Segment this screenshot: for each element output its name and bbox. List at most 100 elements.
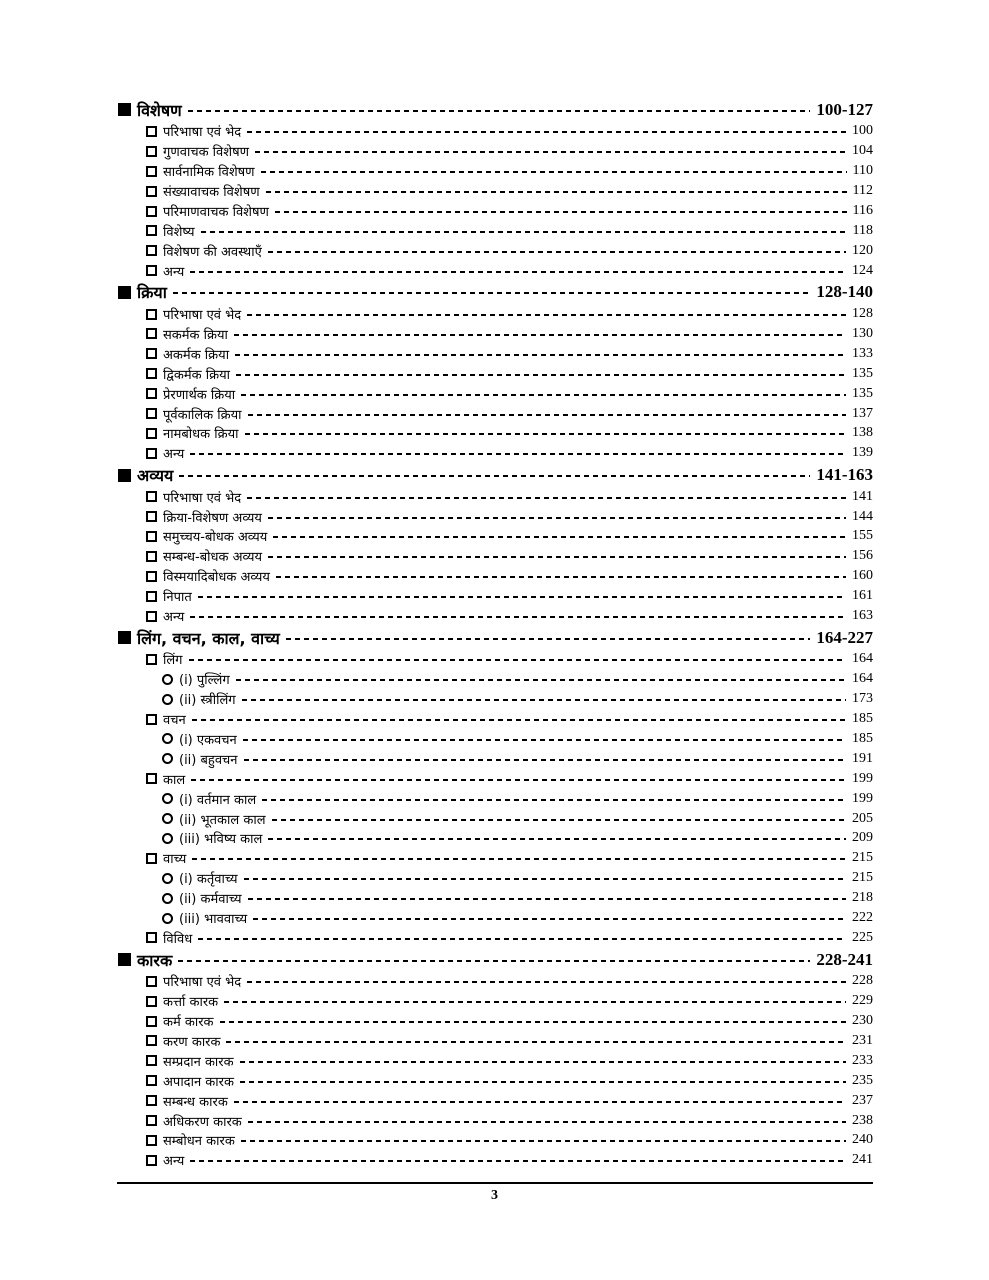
toc-entry: अधिकरण कारक 238 [118, 1111, 873, 1131]
entry-page: 228-241 [816, 949, 873, 969]
entry-page: 218 [852, 890, 873, 906]
dash-leader [178, 959, 811, 962]
toc-entry: प्रेरणार्थक क्रिया 135 [118, 384, 873, 404]
hollow-square-bullet-icon [146, 530, 157, 542]
entry-label: परिभाषा एवं भेद [163, 125, 242, 141]
toc-entry: करण कारक 231 [118, 1031, 873, 1051]
entry-label: अन्य [163, 264, 185, 280]
entry-page: 185 [852, 730, 873, 746]
entry-page: 237 [852, 1092, 873, 1108]
hollow-square-bullet-icon [146, 713, 157, 725]
entry-page: 155 [852, 528, 873, 544]
hollow-square-bullet-icon [146, 125, 157, 137]
entry-label: (ii) स्त्रीलिंग [179, 693, 236, 709]
hollow-square-bullet-icon [146, 932, 157, 944]
entry-label: विशेषण [137, 100, 182, 120]
hollow-square-bullet-icon [146, 610, 157, 622]
toc-subentry: (iii) भाववाच्य 222 [118, 908, 873, 928]
entry-page: 100 [852, 123, 873, 139]
dash-leader [226, 1040, 846, 1043]
entry-label: सम्बन्ध कारक [163, 1094, 228, 1110]
dash-leader [190, 270, 846, 273]
toc-entry: कर्म कारक 230 [118, 1011, 873, 1031]
dash-leader [192, 858, 846, 861]
entry-page: 233 [852, 1052, 873, 1068]
dash-leader [244, 433, 846, 436]
dash-leader [190, 1160, 846, 1163]
entry-label: कर्त्ता कारक [163, 995, 219, 1011]
dash-leader [179, 475, 811, 477]
dash-leader [190, 616, 846, 619]
dash-leader [224, 1001, 846, 1004]
toc-subentry: (i) वर्तमान काल 199 [118, 789, 873, 809]
circle-bullet-icon [162, 753, 173, 765]
dash-leader [274, 211, 847, 213]
entry-page: 173 [852, 691, 873, 707]
circle-bullet-icon [162, 892, 173, 904]
entry-label: अन्य [163, 610, 185, 626]
toc-entry: अन्य 241 [118, 1150, 873, 1170]
entry-label: सम्प्रदान कारक [163, 1054, 234, 1070]
toc-entry: परिभाषा एवं भेद 100 [118, 122, 873, 142]
dash-leader [243, 758, 846, 761]
hollow-square-bullet-icon [146, 388, 157, 400]
hollow-square-bullet-icon [146, 348, 157, 360]
dash-leader [240, 1140, 846, 1143]
entry-page: 191 [852, 750, 873, 766]
toc-entry: द्विकर्मक क्रिया 135 [118, 364, 873, 384]
section-heading: क्रिया 128-140 [118, 281, 873, 305]
entry-label: कारक [137, 950, 173, 970]
hollow-square-bullet-icon [146, 1075, 157, 1087]
entry-label: अन्य [163, 447, 185, 463]
toc-subentry: (i) एकवचन 185 [118, 729, 873, 749]
hollow-square-bullet-icon [146, 185, 157, 197]
dash-leader [273, 536, 846, 539]
dash-leader [260, 171, 847, 174]
toc-entry: वचन 185 [118, 709, 873, 729]
hollow-square-bullet-icon [146, 225, 157, 237]
toc-subentry: (ii) स्त्रीलिंग 173 [118, 689, 873, 709]
circle-bullet-icon [162, 793, 173, 805]
entry-label: अन्य [163, 1154, 185, 1170]
dash-leader [188, 659, 846, 662]
section-heading: लिंग, वचन, काल, वाच्य 164-227 [118, 626, 873, 650]
entry-label: विविध [163, 931, 193, 947]
toc-entry: अन्य 163 [118, 606, 873, 626]
entry-page: 128 [852, 306, 873, 322]
hollow-square-bullet-icon [146, 653, 157, 665]
entry-page: 230 [852, 1013, 873, 1029]
entry-page: 139 [852, 445, 873, 461]
dash-leader [219, 1021, 846, 1024]
entry-page: 160 [852, 568, 873, 584]
hollow-square-bullet-icon [146, 165, 157, 177]
toc-entry: निपात 161 [118, 586, 873, 606]
entry-label: परिमाणवाचक विशेषण [163, 205, 269, 220]
entry-page: 164 [852, 651, 873, 667]
dash-leader [241, 699, 846, 702]
entry-label: निपात [163, 590, 192, 606]
toc-entry: संख्यावाचक विशेषण 112 [118, 181, 873, 201]
toc-entry: समुच्चय-बोधक अव्यय 155 [118, 527, 873, 547]
dash-leader [247, 1120, 846, 1123]
entry-label: विशेषण की अवस्थाएँ [163, 244, 262, 260]
entry-page: 156 [852, 548, 873, 564]
section-heading: अव्यय 141-163 [118, 463, 873, 487]
dash-leader [247, 496, 846, 499]
entry-label: द्विकर्मक क्रिया [163, 367, 230, 383]
toc-entry: काल 199 [118, 769, 873, 789]
dash-leader [285, 637, 811, 640]
hollow-square-bullet-icon [146, 427, 157, 439]
entry-label: विस्मयादिबोधक अव्यय [163, 570, 270, 586]
hollow-square-bullet-icon [146, 145, 157, 157]
toc-subentry: (ii) कर्मवाच्य 218 [118, 888, 873, 908]
hollow-square-bullet-icon [146, 1095, 157, 1107]
entry-label: गुणवाचक विशेषण [163, 145, 250, 161]
toc-entry: परिमाणवाचक विशेषण 116 [118, 201, 873, 221]
entry-page: 110 [852, 163, 873, 179]
entry-label: परिभाषा एवं भेद [163, 308, 242, 324]
entry-page: 133 [852, 345, 873, 361]
toc-entry: अन्य 124 [118, 261, 873, 281]
entry-page: 215 [852, 870, 873, 886]
hollow-square-bullet-icon [146, 205, 157, 217]
toc-entry: परिभाषा एवं भेद 228 [118, 971, 873, 991]
